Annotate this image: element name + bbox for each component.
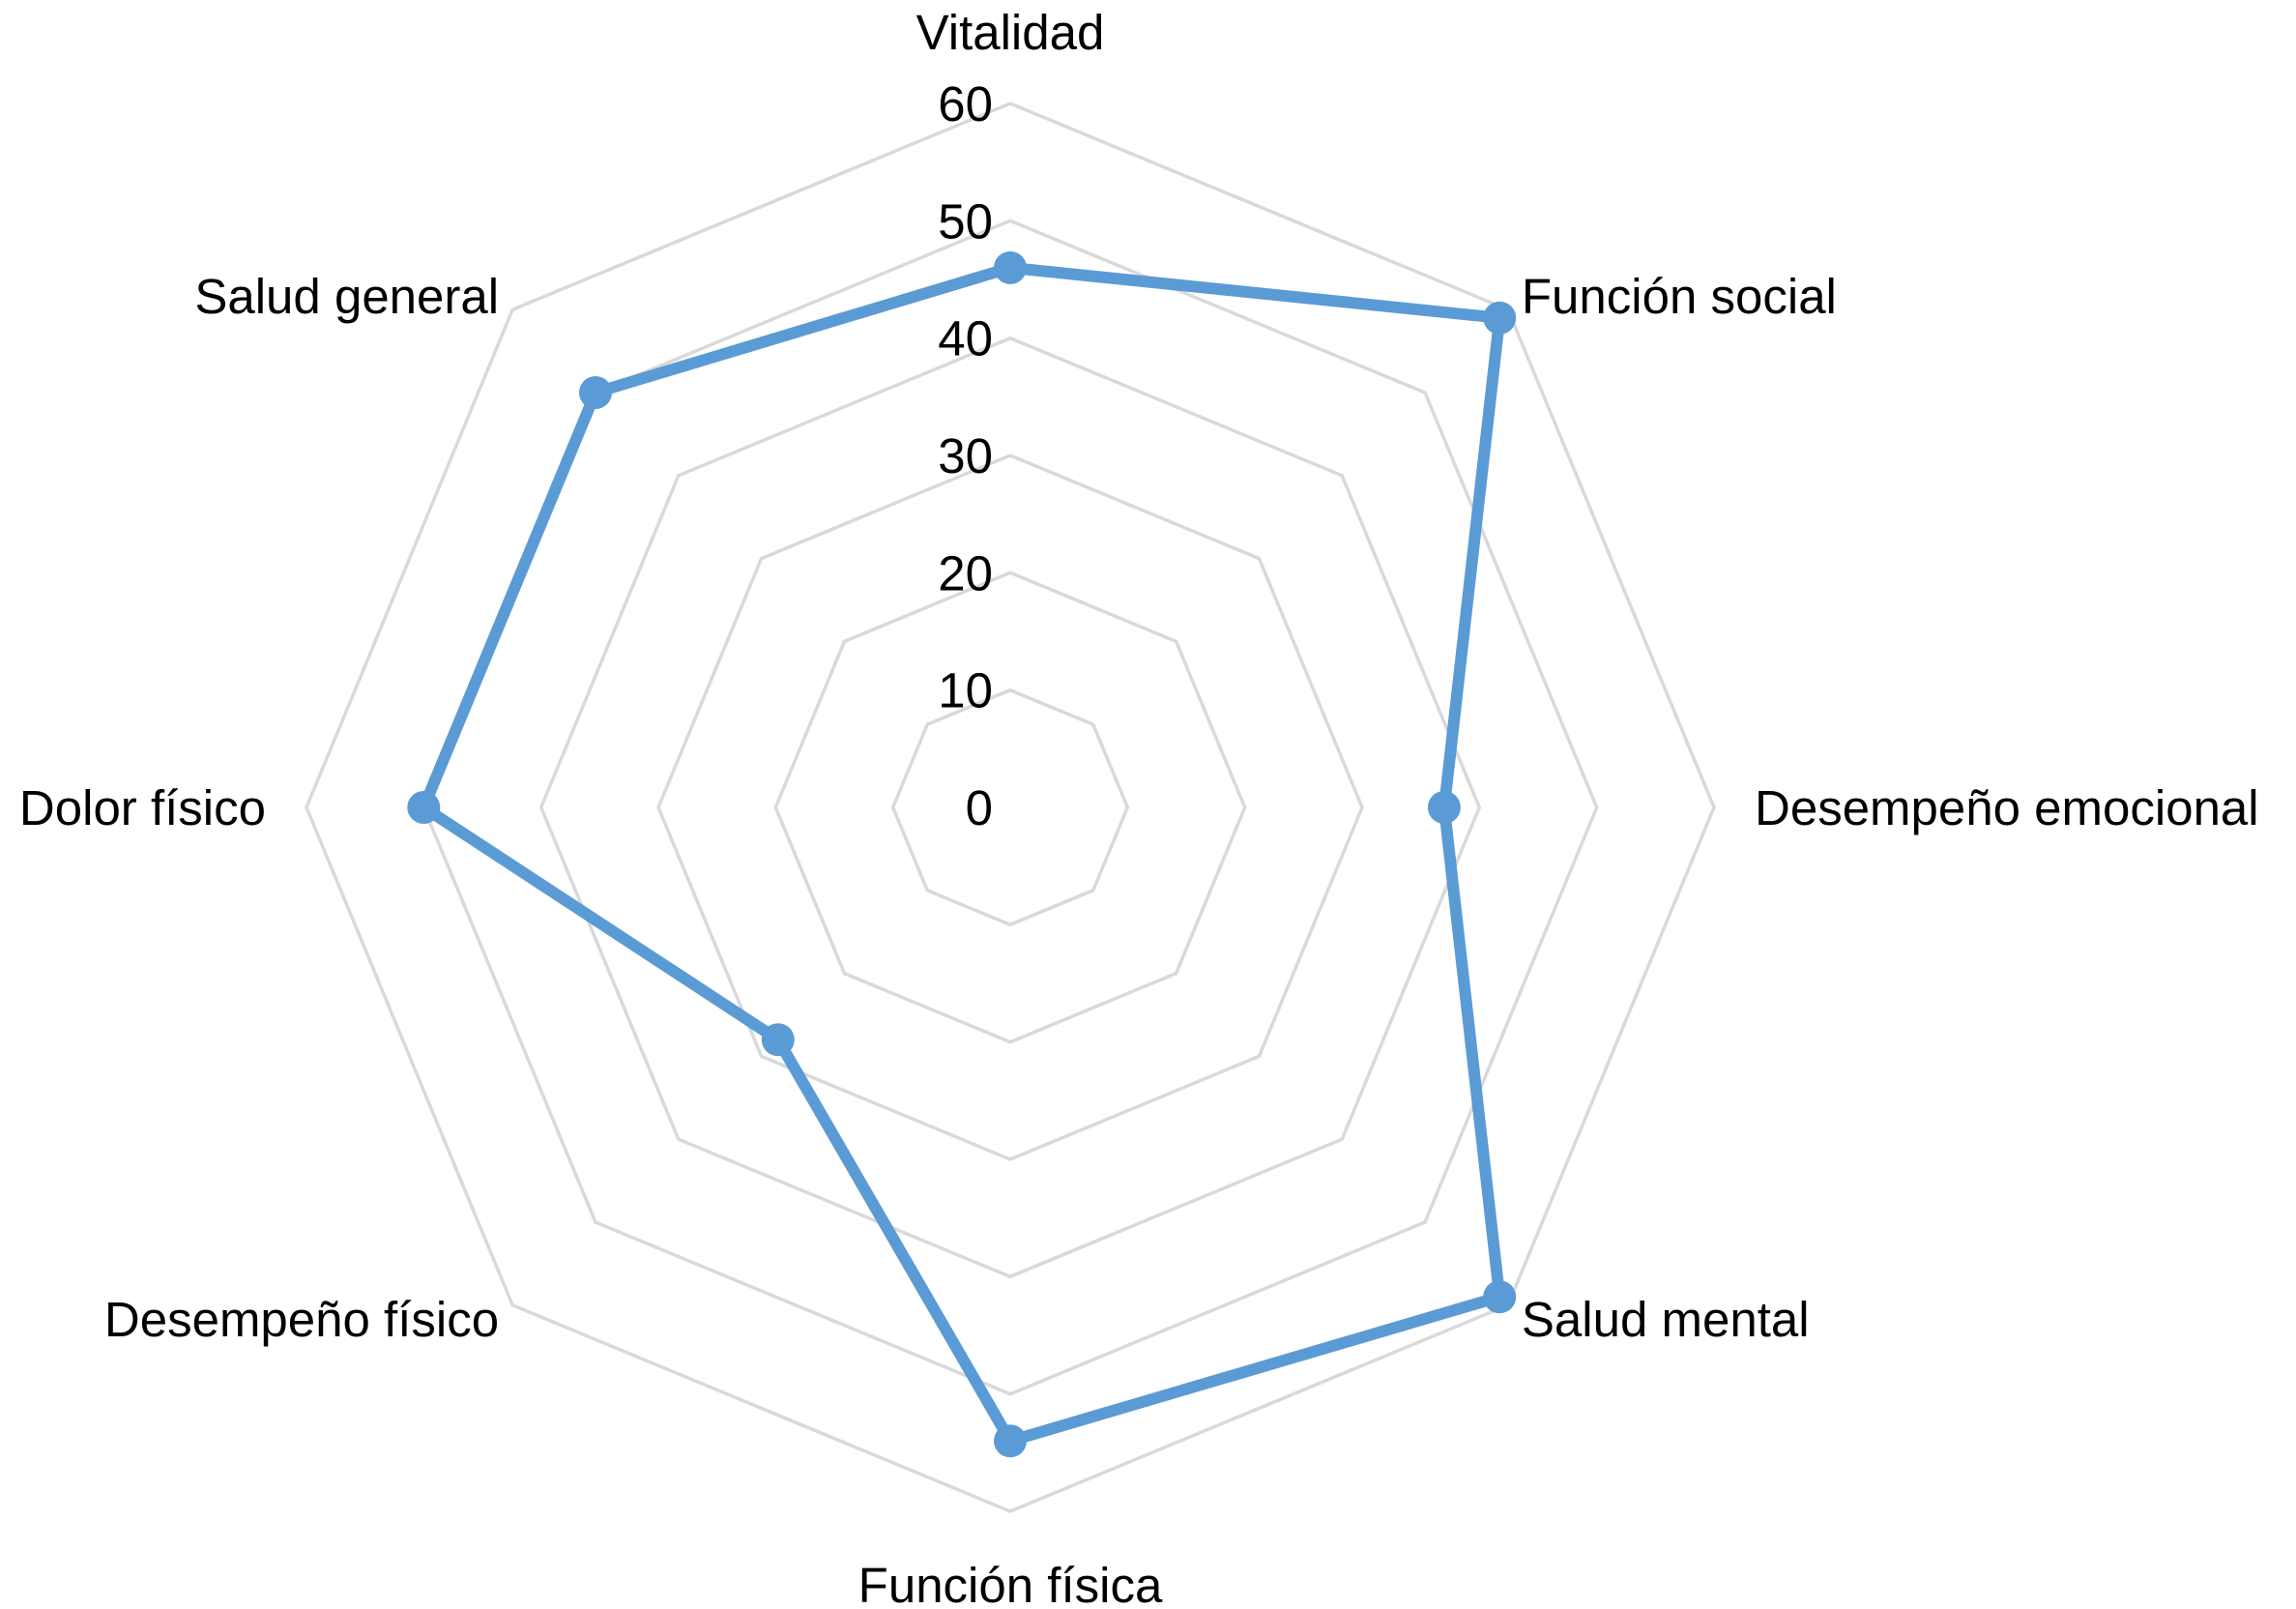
data-point <box>761 1023 795 1057</box>
tick-label: 0 <box>966 780 993 835</box>
category-label: Vitalidad <box>916 5 1105 60</box>
grid-ring-10 <box>890 687 1130 927</box>
data-point <box>1427 791 1461 824</box>
data-point <box>579 376 612 409</box>
data-point <box>1483 301 1517 335</box>
grid-ring-60 <box>305 102 1716 1513</box>
grid-ring-20 <box>773 570 1247 1044</box>
tick-label: 20 <box>938 545 993 600</box>
data-point <box>1483 1280 1517 1314</box>
category-label: Salud general <box>194 269 499 324</box>
grid-ring-30 <box>656 453 1364 1161</box>
data-point <box>994 1424 1027 1458</box>
tick-label: 30 <box>938 428 993 483</box>
data-point <box>994 250 1027 284</box>
tick-label: 50 <box>938 193 993 249</box>
radial-tick-labels: 0 10 20 30 40 50 60 <box>938 76 993 835</box>
category-labels: Vitalidad Función social Desempeño emocion… <box>19 5 2259 1609</box>
tick-label: 10 <box>938 663 993 718</box>
series <box>407 250 1517 1458</box>
category-label: Función social <box>1522 269 1837 324</box>
category-label: Desempeño físico <box>104 1292 499 1347</box>
category-label: Salud mental <box>1522 1292 1810 1347</box>
data-point <box>407 791 441 824</box>
tick-label: 60 <box>938 76 993 132</box>
category-label: Desempeño emocional <box>1755 780 2259 835</box>
grid-ring-40 <box>538 336 1482 1279</box>
category-label: Función física <box>858 1558 1163 1609</box>
grid <box>305 102 1716 1513</box>
tick-label: 40 <box>938 311 993 366</box>
category-label: Dolor físico <box>19 780 266 835</box>
